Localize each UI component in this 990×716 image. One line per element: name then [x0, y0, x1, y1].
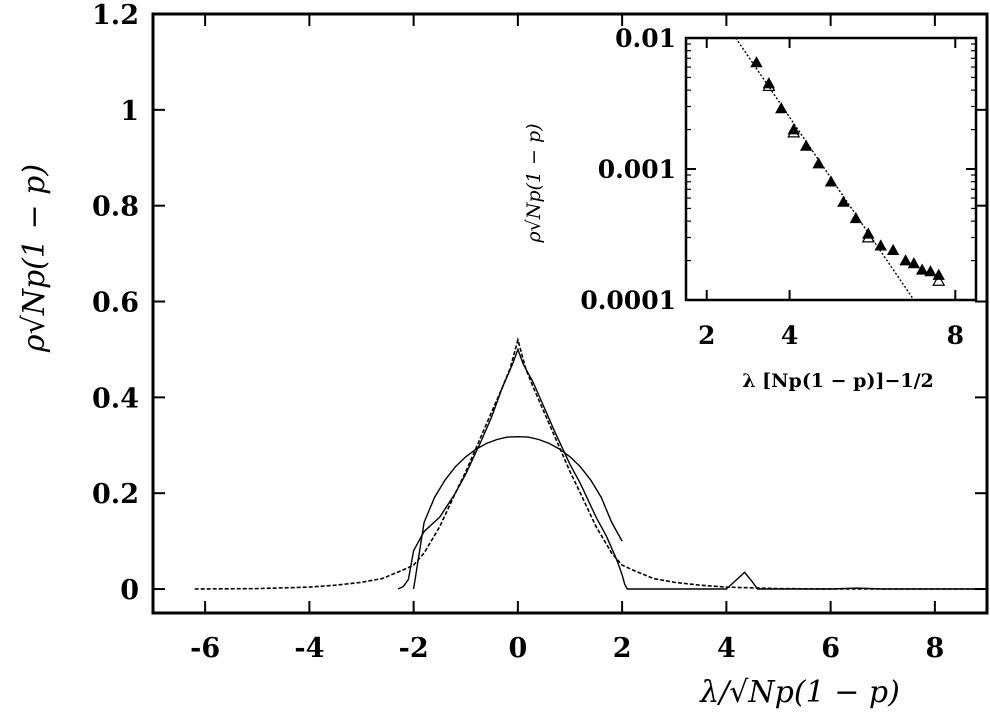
main-y-tick-label: 0.2 — [92, 479, 139, 510]
inset-filled-triangle-point — [924, 265, 937, 277]
inset-filled-triangle-point — [915, 263, 929, 275]
inset-series — [735, 37, 946, 301]
main-plot-frame — [151, 12, 989, 615]
inset-filled-triangle-point — [907, 257, 921, 269]
main-y-tick-label: 0.6 — [92, 288, 139, 319]
inset-open-triangle-point — [762, 79, 776, 92]
main-x-tick-label: -2 — [399, 633, 429, 664]
main-x-tick-label: 4 — [717, 633, 736, 664]
inset-x-tick-label: 8 — [947, 321, 964, 350]
inset-y-ticks: 0.01 0.001 0.0001 — [580, 24, 976, 315]
main-series-semicircle-line — [412, 435, 623, 590]
inset-y-axis-label: ρ√Np(1 − p) — [523, 123, 545, 243]
main-y-tick-label: 0 — [120, 575, 139, 606]
main-x-tick-label: 2 — [613, 633, 632, 664]
main-y-tick-label: 1.2 — [92, 0, 139, 31]
inset-y-tick-label: 0.01 — [615, 24, 676, 53]
inset-x-axis-label: λ [Np(1 − p)]−1/2 — [742, 370, 934, 392]
inset-open-triangle-point — [787, 125, 801, 138]
inset-x-tick-label: 4 — [781, 321, 798, 350]
main-y-tick-label: 1 — [120, 96, 139, 127]
main-x-axis-label: λ/√Np(1 − p) — [699, 675, 900, 710]
main-series — [194, 336, 987, 590]
inset-y-tick-label: 0.001 — [598, 155, 676, 184]
main-x-tick-label: -4 — [294, 633, 324, 664]
main-y-ticks: 0 0.2 0.4 0.6 0.8 1 1.2 — [92, 0, 987, 606]
inset-filled-triangle-point — [886, 243, 900, 255]
main-y-tick-label: 0.4 — [92, 383, 139, 414]
main-x-tick-label: 6 — [821, 633, 840, 664]
main-y-axis-label: ρ√Np(1 − p) — [17, 164, 52, 353]
main-x-tick-label: 8 — [925, 633, 944, 664]
inset-power-law-line — [735, 37, 915, 301]
main-series-dashed-line — [194, 336, 987, 590]
main-series-solid-line — [397, 347, 987, 590]
main-y-tick-label: 0.8 — [92, 192, 139, 223]
inset-x-tick-label: 2 — [698, 321, 715, 350]
inset-filled-triangle-point — [899, 254, 912, 266]
main-x-ticks: -6 -4 -2 0 2 4 8 6 — [190, 14, 944, 664]
inset-filled-triangle-point — [812, 157, 825, 169]
inset-y-tick-label: 0.0001 — [580, 286, 676, 315]
inset-frame-background — [686, 38, 976, 300]
main-x-tick-label: -6 — [190, 633, 220, 664]
main-x-tick-label: 0 — [508, 633, 527, 664]
inset-open-triangle-point — [932, 274, 946, 286]
inset-filled-triangle-point — [750, 56, 763, 68]
inset-x-ticks: 2 4 8 — [698, 38, 964, 350]
